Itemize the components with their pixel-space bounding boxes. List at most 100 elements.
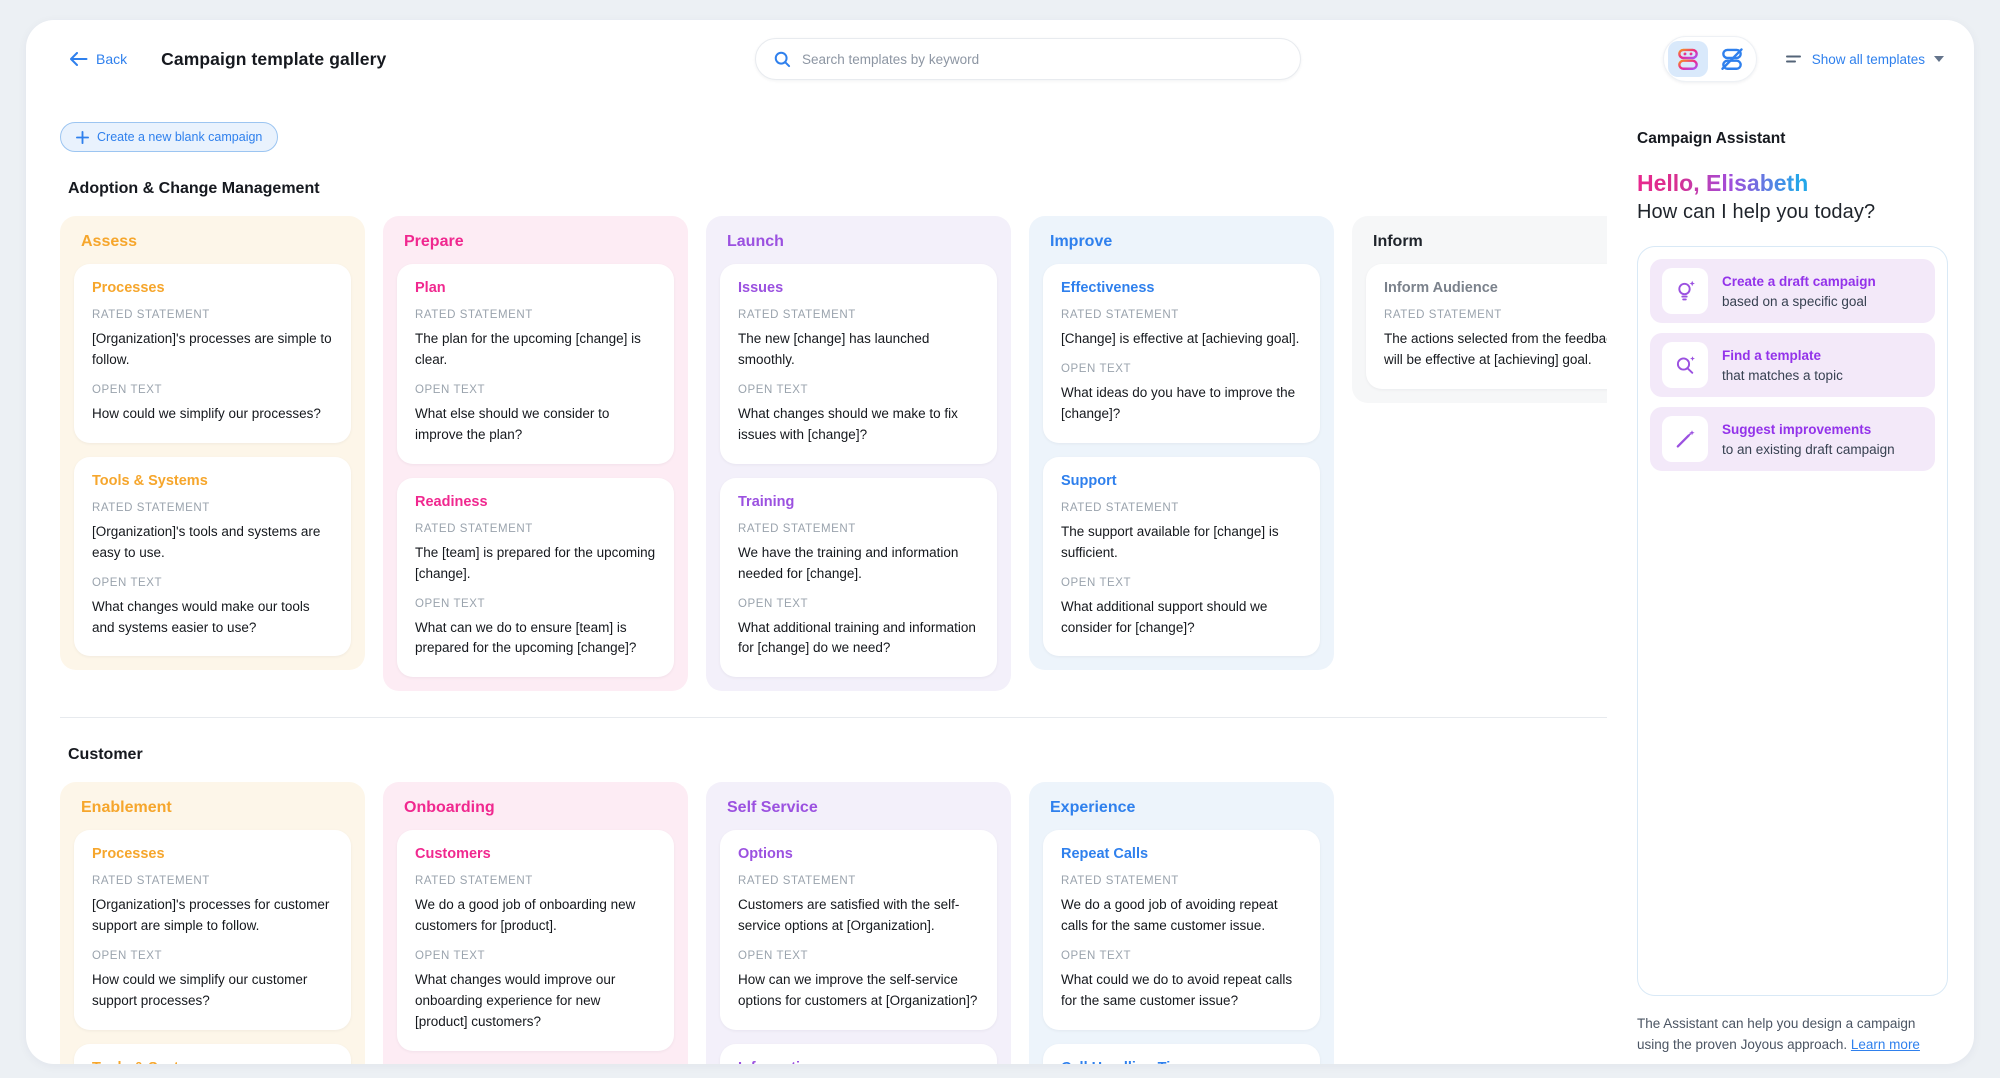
- rated-statement-label: RATED STATEMENT: [738, 309, 856, 321]
- template-card[interactable]: Plan RATED STATEMENT The plan for the up…: [397, 264, 674, 464]
- template-card[interactable]: Repeat Calls RATED STATEMENT We do a goo…: [1043, 830, 1320, 1031]
- template-card[interactable]: Customers RATED STATEMENT We do a good j…: [397, 830, 674, 1051]
- assistant-action-subtitle: that matches a topic: [1722, 367, 1843, 383]
- header: Back Campaign template gallery: [26, 20, 1974, 98]
- search-sparkle-icon: [1676, 356, 1695, 374]
- rated-statement-label: RATED STATEMENT: [92, 309, 210, 321]
- rated-statement-text: Customers are satisfied with the self-se…: [738, 897, 960, 934]
- board-section: Customer Enablement Processes RATED STAT…: [60, 717, 1607, 1064]
- template-card[interactable]: Inform Audience RATED STATEMENT The acti…: [1366, 264, 1607, 389]
- column-cards: Plan RATED STATEMENT The plan for the up…: [397, 264, 674, 678]
- page-title: Campaign template gallery: [161, 48, 387, 69]
- template-card-title: Readiness: [415, 493, 488, 510]
- assistant-robot-off-icon: [1720, 48, 1743, 70]
- lightbulb-sparkle-icon: [1678, 280, 1695, 301]
- assistant-actions-panel: Create a draft campaign based on a speci…: [1637, 246, 1948, 996]
- board-column-improve: Improve Effectiveness RATED STATEMENT [C…: [1029, 216, 1334, 671]
- rated-statement-text: [Organization]'s tools and systems are e…: [92, 523, 321, 560]
- assistant-toggle: [1662, 36, 1757, 82]
- create-blank-campaign-button[interactable]: Create a new blank campaign: [60, 122, 279, 152]
- column-title: Enablement: [81, 799, 172, 817]
- template-card-title: Inform Audience: [1384, 280, 1498, 296]
- column-cards: Customers RATED STATEMENT We do a good j…: [397, 830, 674, 1064]
- template-card[interactable]: Tools & Systems RATED STATEMENT [Organiz…: [74, 456, 351, 657]
- assistant-action-title: Suggest improvements: [1722, 421, 1872, 437]
- open-text-label: OPEN TEXT: [1061, 362, 1132, 375]
- template-card-title: Options: [738, 846, 793, 863]
- board-column-self-service: Self Service Options RATED STATEMENT Cus…: [706, 782, 1011, 1064]
- rated-statement-text: The [team] is prepared for the upcoming …: [415, 544, 656, 581]
- template-card[interactable]: Call Handling Time RATED STATEMENT: [1043, 1044, 1320, 1064]
- assistant-off-button[interactable]: [1712, 41, 1752, 77]
- template-card[interactable]: Processes RATED STATEMENT [Organization]…: [74, 264, 351, 443]
- assistant-action-button[interactable]: Suggest improvements to an existing draf…: [1650, 407, 1935, 471]
- template-card[interactable]: Tools & Systems RATED STATEMENT: [74, 1044, 351, 1064]
- open-text-text: How can we improve the self-service opti…: [738, 972, 978, 1009]
- search-bar[interactable]: [755, 38, 1301, 80]
- template-card-title: Repeat Calls: [1061, 846, 1149, 863]
- column-cards: Processes RATED STATEMENT [Organization]…: [74, 264, 351, 657]
- board-column-experience: Experience Repeat Calls RATED STATEMENT …: [1029, 782, 1334, 1064]
- create-blank-campaign-label: Create a new blank campaign: [97, 130, 263, 144]
- template-card[interactable]: Options RATED STATEMENT Customers are sa…: [720, 830, 997, 1031]
- assistant-action-button[interactable]: Create a draft campaign based on a speci…: [1650, 259, 1935, 323]
- campaign-assistant-panel: Campaign Assistant Hello, Elisabeth How …: [1607, 98, 1974, 1064]
- board-column-onboarding: Onboarding Customers RATED STATEMENT We …: [383, 782, 688, 1064]
- template-card-title: Tools & Systems: [92, 1060, 333, 1064]
- board-column-assess: Assess Processes RATED STATEMENT [Organi…: [60, 216, 365, 671]
- rated-statement-text: [Organization]'s processes for customer …: [92, 897, 330, 934]
- assistant-title: Campaign Assistant: [1637, 130, 1786, 147]
- template-card-title: Issues: [738, 280, 784, 296]
- column-cards: Inform Audience RATED STATEMENT The acti…: [1366, 264, 1607, 389]
- column-title: Improve: [1050, 233, 1113, 250]
- learn-more-link[interactable]: Learn more: [1850, 1036, 1920, 1052]
- open-text-label: OPEN TEXT: [92, 383, 163, 396]
- open-text-label: OPEN TEXT: [738, 950, 809, 963]
- rated-statement-label: RATED STATEMENT: [1384, 309, 1502, 321]
- template-card[interactable]: Information: [720, 1044, 997, 1064]
- template-card[interactable]: Support RATED STATEMENT The support avai…: [1043, 456, 1320, 657]
- template-card[interactable]: Issues RATED STATEMENT The new [change] …: [720, 264, 997, 464]
- template-card[interactable]: Readiness RATED STATEMENT The [team] is …: [397, 477, 674, 678]
- template-card-title: Training: [738, 493, 795, 510]
- rated-statement-text: We have the training and information nee…: [738, 544, 959, 581]
- assistant-action-text: Create a draft campaign based on a speci…: [1722, 274, 1876, 309]
- rated-statement-text: We do a good job of avoiding repeat call…: [1061, 897, 1278, 934]
- section-columns: Enablement Processes RATED STATEMENT [Or…: [60, 782, 1607, 1064]
- assistant-action-icon-tile: [1662, 268, 1708, 314]
- back-label: Back: [96, 51, 128, 67]
- template-card[interactable]: Processes RATED STATEMENT [Organization]…: [74, 830, 351, 1031]
- template-card-title: Customers: [415, 846, 491, 863]
- assistant-question: How can I help you today?: [1637, 201, 1876, 223]
- template-card[interactable]: Effectiveness RATED STATEMENT [Change] i…: [1043, 264, 1320, 443]
- back-button[interactable]: Back: [70, 51, 127, 67]
- assistant-action-subtitle: based on a specific goal: [1722, 293, 1867, 309]
- open-text-text: What can we do to ensure [team] is prepa…: [415, 619, 637, 656]
- column-title: Prepare: [404, 233, 464, 250]
- template-card[interactable]: Training RATED STATEMENT We have the tra…: [720, 477, 997, 678]
- open-text-label: OPEN TEXT: [1061, 950, 1132, 963]
- rated-statement-text: The actions selected from the feedback w…: [1384, 331, 1607, 367]
- open-text-label: OPEN TEXT: [92, 576, 163, 589]
- search-input[interactable]: [802, 51, 1284, 67]
- assistant-on-button[interactable]: [1667, 41, 1708, 77]
- column-title: Self Service: [727, 799, 818, 817]
- open-text-text: What changes should we make to fix issue…: [738, 405, 958, 442]
- rated-statement-text: [Organization]'s processes are simple to…: [92, 331, 332, 367]
- column-title: Inform: [1373, 233, 1423, 250]
- template-board: Create a new blank campaign Adoption & C…: [26, 98, 1607, 1064]
- column-cards: Processes RATED STATEMENT [Organization]…: [74, 830, 351, 1064]
- open-text-label: OPEN TEXT: [92, 950, 163, 963]
- assistant-action-button[interactable]: Find a template that matches a topic: [1650, 333, 1935, 397]
- assistant-robot-icon: [1677, 48, 1698, 70]
- board-column-launch: Launch Issues RATED STATEMENT The new [c…: [706, 216, 1011, 692]
- column-title: Assess: [81, 233, 138, 250]
- assistant-action-icon-tile: [1662, 416, 1708, 462]
- open-text-text: What changes would make our tools and sy…: [92, 598, 310, 635]
- show-all-templates-button[interactable]: Show all templates: [1785, 51, 1944, 67]
- column-title: Launch: [727, 233, 784, 250]
- open-text-text: What additional training and information…: [738, 619, 976, 656]
- open-text-text: What could we do to avoid repeat calls f…: [1061, 972, 1293, 1009]
- rated-statement-text: The new [change] has launched smoothly.: [738, 331, 930, 367]
- open-text-text: How could we simplify our processes?: [92, 405, 321, 421]
